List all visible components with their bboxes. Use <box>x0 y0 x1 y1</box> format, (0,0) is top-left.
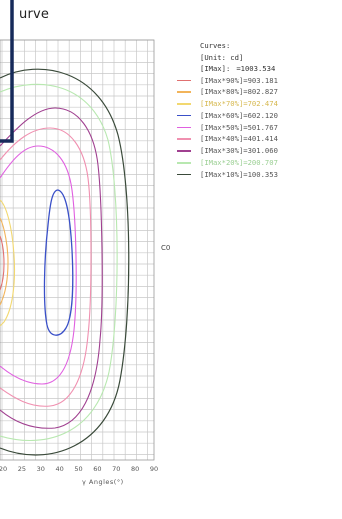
x-tick-label: 50 <box>74 465 83 473</box>
legend-entry-label: [IMax*30%]=301.060 <box>200 146 278 156</box>
x-axis-label: γ Angles(°) <box>82 478 124 486</box>
contour-curve-20pct <box>0 83 118 442</box>
contour-curve-90pct <box>0 235 5 291</box>
legend-entry: [IMax*70%]=702.474 <box>177 98 337 110</box>
legend-entries: [IMax*90%]=903.181 [IMax*80%]=802.827 [IMa… <box>177 75 337 181</box>
legend-max: [IMax]: =1003.534 <box>177 63 337 75</box>
legend-entry-label: [IMax*60%]=602.120 <box>200 110 278 120</box>
legend-swatch <box>177 173 191 176</box>
legend-swatch <box>177 103 191 105</box>
legend-max-value: =1003.534 <box>236 64 276 73</box>
chart-title: urve <box>19 7 50 22</box>
contour-curve-70pct <box>0 199 16 327</box>
x-tick-label: 90 <box>149 465 159 473</box>
contour-curve-80pct <box>0 217 9 306</box>
x-tick-label: 25 <box>17 465 27 473</box>
legend-swatch <box>177 150 191 152</box>
legend-entry: [IMax*90%]=903.181 <box>177 75 337 87</box>
x-tick-label: 30 <box>36 465 45 473</box>
legend-swatch <box>177 162 191 164</box>
legend-entry: [IMax*30%]=301.060 <box>177 145 337 157</box>
legend-swatch <box>177 126 191 129</box>
legend-swatch <box>177 114 191 117</box>
legend-entry: [IMax*50%]=501.767 <box>177 122 337 134</box>
chart-grid <box>0 39 155 461</box>
plot-border <box>0 39 155 461</box>
legend-heading: Curves: <box>200 41 231 50</box>
x-tick-label: 20 <box>0 465 8 473</box>
contour-curve-60pct <box>43 189 74 336</box>
contour-curve-30pct <box>0 107 103 429</box>
legend-entry-label: [IMax*70%]=702.474 <box>200 99 278 109</box>
contour-curve-10pct <box>0 68 130 456</box>
legend-swatch <box>177 91 191 93</box>
x-tick-label: 60 <box>93 465 102 473</box>
legend-unit: [Unit: cd] <box>200 52 244 62</box>
legend-entry: [IMax*60%]=602.120 <box>177 110 337 122</box>
legend-entry-label: [IMax*80%]=802.827 <box>200 87 278 97</box>
contour-curve-50pct <box>0 145 77 385</box>
legend-max-label: [IMax]: <box>200 64 231 73</box>
x-tick-label: 80 <box>130 465 140 473</box>
chart-legend: Curves: [Unit: cd] [IMax]: =1003.534 [IM… <box>177 40 337 181</box>
legend-entry: [IMax*20%]=200.707 <box>177 157 337 169</box>
legend-entry-label: [IMax*40%]=401.414 <box>200 134 278 144</box>
legend-entry-label: [IMax*50%]=501.767 <box>200 122 278 132</box>
c0-label: C0 <box>161 244 171 252</box>
legend-entry: [IMax*80%]=802.827 <box>177 86 337 98</box>
x-tick-label: 40 <box>55 465 64 473</box>
legend-entry-label: [IMax*90%]=903.181 <box>200 75 278 85</box>
contour-curve-40pct <box>0 127 92 407</box>
legend-entry: [IMax*10%]=100.353 <box>177 169 337 181</box>
legend-entry-label: [IMax*10%]=100.353 <box>200 169 278 179</box>
x-tick-label: 70 <box>112 465 121 473</box>
legend-entry: [IMax*40%]=401.414 <box>177 133 337 145</box>
contour-curves <box>0 68 130 456</box>
legend-entry-label: [IMax*20%]=200.707 <box>200 158 278 168</box>
legend-swatch <box>177 79 191 81</box>
overlay-frame <box>0 0 14 143</box>
legend-swatch <box>177 138 191 140</box>
